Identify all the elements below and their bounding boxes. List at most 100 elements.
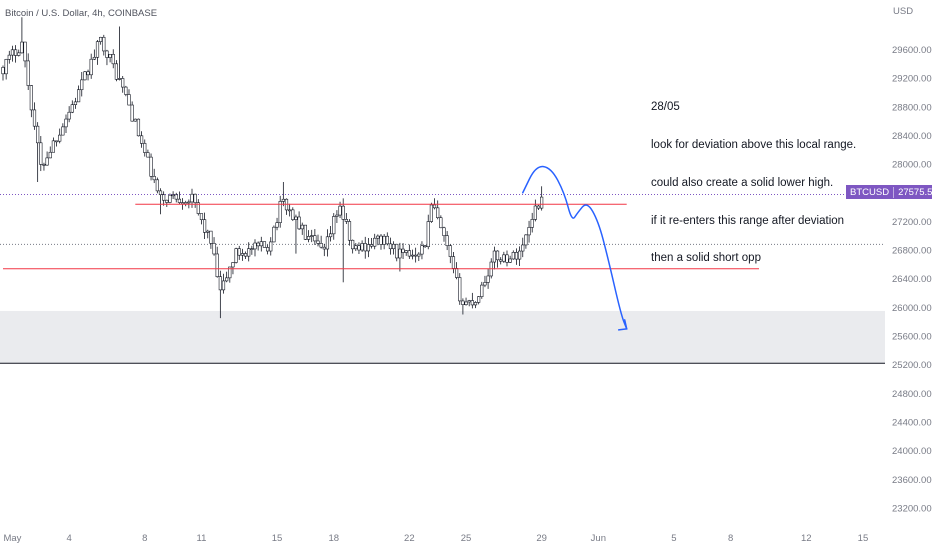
candle-body [388,243,393,250]
candle-body [502,254,506,262]
candle-body [168,194,172,203]
candle-body [23,41,27,62]
candle-body [417,253,421,257]
candle-body [319,243,323,248]
y-tick-label: 25200.00 [892,360,932,371]
candle-body [505,254,509,263]
candle-body [291,209,295,220]
candle-body [155,179,159,192]
candle-body [262,241,267,248]
candle-body [184,202,188,205]
candle-body [196,202,200,214]
candle-body [26,60,30,86]
x-tick-label: 25 [461,533,472,544]
candle-body [297,216,301,230]
projection-arrowhead [617,319,628,331]
candle-body [278,201,282,223]
y-tick-label: 25600.00 [892,332,932,343]
candle-body [149,156,153,177]
candle-body [429,204,434,222]
candle-body [20,41,24,54]
candle-body [310,235,314,237]
x-tick-label: 8 [728,533,733,544]
candle-body [344,219,348,222]
projection-path[interactable] [522,165,628,330]
y-tick-label: 28400.00 [892,131,932,142]
annotation-line: look for deviation above this local rang… [651,138,857,151]
candle-body [162,194,166,201]
candle-body [328,233,333,238]
candle-body [7,54,11,60]
candle-body [39,142,43,165]
candle-body [58,134,62,142]
candle-body [360,243,364,251]
candle-body [80,79,84,91]
candle-body [64,118,68,128]
candle-body [473,302,478,306]
chart-title: Bitcoin / U.S. Dollar, 4h, COINBASE [5,8,158,19]
candle-body [391,243,396,250]
demand-zone[interactable] [0,310,885,364]
candle-body [410,254,415,257]
candle-body [470,300,474,306]
x-tick-label: Jun [591,533,606,544]
candle-body [130,104,134,122]
candle-body [492,250,497,263]
candle-body [174,194,178,200]
candle-body [347,221,352,241]
candle-body [177,198,182,203]
candle-body [114,63,118,80]
currency-label[interactable]: USD [893,6,914,17]
annotation-line: 28/05 [651,101,680,114]
candle-body [51,140,55,153]
annotation-line: then a solid short opp [651,252,761,265]
candle-body [458,277,462,302]
annotation-note[interactable]: 28/05 look for deviation above this loca… [651,76,856,278]
candle-body [540,196,544,209]
candle-body [414,254,418,257]
y-tick-label: 27200.00 [892,217,932,228]
y-tick-label: 29200.00 [892,74,932,85]
candle-body [445,235,449,246]
candle-body [140,135,144,144]
candle-body [401,248,405,253]
candle-body [379,235,383,245]
candle-body [250,248,254,250]
candle-body [67,111,71,120]
candle-body [127,94,131,106]
candle-body [313,235,317,242]
candle-body [363,243,367,252]
candle-body [464,301,468,305]
candle-body [124,86,128,95]
x-tick-label: 22 [404,533,415,544]
candle-body [533,205,537,220]
candle-body [209,230,213,244]
y-tick-label: 26800.00 [892,246,932,257]
candle-body [102,36,106,52]
y-tick-label: 24400.00 [892,418,932,429]
candle-body [480,284,484,297]
candle-body [316,240,320,244]
candle-body [432,204,437,209]
candle-body [54,140,59,143]
x-tick-label: 4 [67,533,72,544]
candle-body [275,222,279,228]
candle-body [193,193,197,204]
candle-body [117,78,122,80]
candle-body [158,190,163,196]
candle-body [395,243,399,259]
x-tick-label: 12 [801,533,812,544]
candle-body [190,193,194,203]
candle-body [253,242,257,250]
x-tick-label: 15 [858,533,869,544]
candle-body [70,104,74,113]
candle-body [426,221,430,248]
candle-body [524,234,528,246]
annotation-line: could also create a solid lower high. [651,176,834,189]
y-tick-label: 29600.00 [892,45,932,56]
candle-body [95,41,100,58]
candle-body [225,277,229,282]
candle-body [521,244,525,252]
